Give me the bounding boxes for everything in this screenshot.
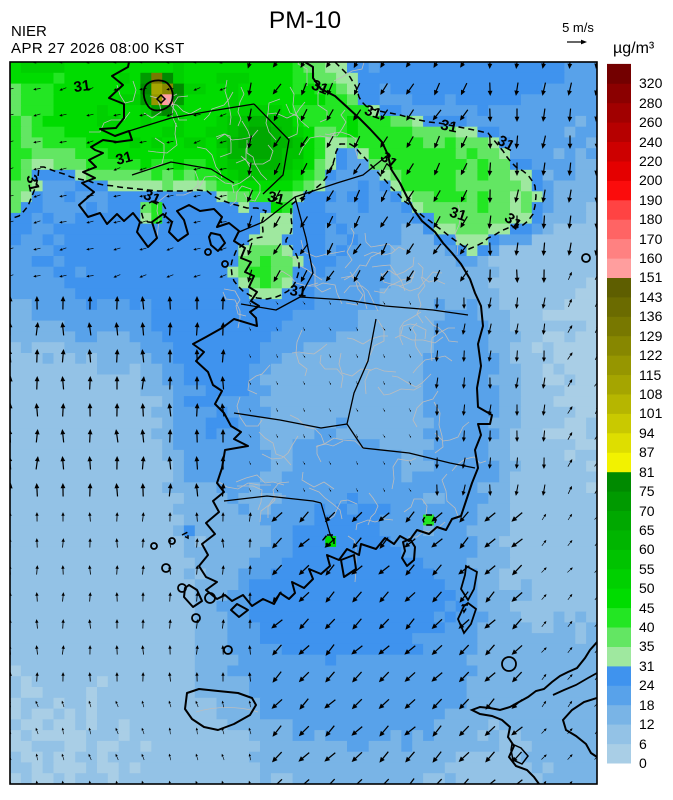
svg-text:75: 75 (639, 483, 655, 499)
svg-text:31: 31 (447, 204, 468, 225)
svg-text:160: 160 (639, 250, 663, 266)
svg-text:6: 6 (639, 736, 647, 752)
svg-text:45: 45 (639, 600, 655, 616)
svg-text:24: 24 (639, 677, 655, 693)
svg-text:40: 40 (639, 619, 655, 635)
svg-text:31: 31 (639, 658, 655, 674)
svg-text:18: 18 (639, 697, 655, 713)
svg-text:94: 94 (639, 425, 655, 441)
svg-text:190: 190 (639, 192, 663, 208)
svg-text:280: 280 (639, 95, 663, 111)
svg-text:136: 136 (639, 308, 663, 324)
svg-text:260: 260 (639, 114, 663, 130)
svg-text:31: 31 (22, 173, 42, 193)
svg-text:101: 101 (639, 405, 663, 421)
svg-text:170: 170 (639, 231, 663, 247)
svg-text:31: 31 (73, 77, 92, 96)
svg-text:115: 115 (639, 367, 662, 383)
svg-text:5 m/s: 5 m/s (562, 20, 594, 35)
svg-text:81: 81 (639, 464, 655, 480)
svg-text:PM-10: PM-10 (269, 7, 341, 34)
svg-text:0: 0 (639, 755, 647, 771)
svg-text:55: 55 (639, 561, 655, 577)
svg-text:65: 65 (639, 522, 655, 538)
svg-text:µg/m³: µg/m³ (613, 40, 655, 57)
svg-text:240: 240 (639, 134, 663, 150)
svg-text:50: 50 (639, 580, 655, 596)
svg-text:129: 129 (639, 328, 663, 344)
svg-text:31: 31 (289, 282, 307, 300)
svg-text:31: 31 (494, 132, 517, 155)
svg-text:70: 70 (639, 503, 655, 519)
svg-text:31: 31 (141, 186, 163, 208)
svg-text:APR 27 2026 08:00 KST: APR 27 2026 08:00 KST (11, 40, 185, 57)
svg-text:220: 220 (639, 153, 663, 169)
svg-text:31: 31 (439, 116, 459, 136)
svg-text:NIER: NIER (11, 23, 47, 40)
svg-text:143: 143 (639, 289, 663, 305)
svg-text:31: 31 (309, 76, 331, 98)
svg-text:122: 122 (639, 347, 663, 363)
svg-text:320: 320 (639, 75, 663, 91)
svg-text:180: 180 (639, 211, 663, 227)
svg-text:12: 12 (639, 716, 655, 732)
svg-text:87: 87 (639, 444, 655, 460)
svg-text:60: 60 (639, 541, 655, 557)
svg-text:200: 200 (639, 172, 663, 188)
svg-text:108: 108 (639, 386, 663, 402)
svg-text:151: 151 (639, 269, 663, 285)
svg-text:35: 35 (639, 638, 655, 654)
svg-text:31: 31 (362, 102, 383, 123)
svg-text:31: 31 (114, 148, 135, 169)
